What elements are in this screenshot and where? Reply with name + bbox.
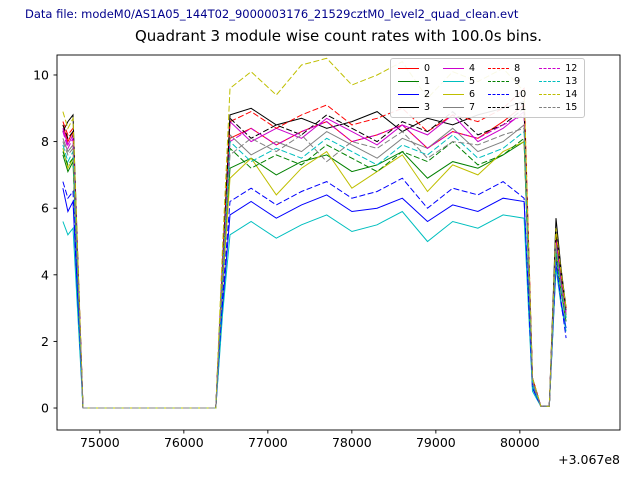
legend-label: 12 (565, 63, 578, 74)
legend-label: 2 (424, 89, 431, 100)
legend-label: 11 (514, 102, 527, 113)
y-tick-label: 10 (33, 67, 49, 82)
legend-item-0: 0 (398, 62, 430, 75)
series-line-4 (62, 110, 567, 409)
series-line-13 (62, 130, 567, 409)
chart-title: Quadrant 3 module wise count rates with … (134, 27, 543, 45)
legend: 0 1 2 3 4 5 6 7 8 9 10 11 12 13 14 15 (390, 58, 586, 118)
legend-item-9: 9 (488, 75, 526, 88)
x-tick-label: 80000 (500, 435, 540, 450)
y-tick-label: 8 (41, 134, 49, 149)
legend-item-8: 8 (488, 62, 526, 75)
x-offset-label: +3.067e8 (558, 452, 620, 467)
legend-line-sample (443, 94, 465, 95)
series-line-15 (62, 127, 567, 409)
y-tick-label: 2 (41, 334, 49, 349)
legend-line-sample (443, 107, 465, 108)
legend-item-3: 3 (398, 101, 430, 114)
legend-label: 1 (424, 76, 431, 87)
series-line-1 (62, 140, 567, 409)
legend-label: 8 (514, 63, 521, 74)
legend-line-sample (539, 94, 561, 95)
legend-line-sample (443, 81, 465, 82)
legend-item-12: 12 (539, 62, 577, 75)
legend-line-sample (398, 94, 419, 95)
legend-label: 10 (514, 89, 527, 100)
series-line-7 (62, 123, 567, 409)
axes-spines (56, 54, 621, 431)
series-line-6 (62, 140, 567, 409)
legend-line-sample (539, 81, 561, 82)
legend-item-4: 4 (443, 62, 475, 75)
series-line-0 (62, 103, 567, 409)
legend-line-sample (443, 68, 465, 69)
x-tick-label: 78000 (332, 435, 372, 450)
x-tick-label: 75000 (80, 435, 120, 450)
y-tick-label: 4 (41, 267, 49, 282)
legend-label: 14 (565, 89, 578, 100)
legend-label: 4 (469, 63, 476, 74)
legend-label: 0 (424, 63, 431, 74)
legend-label: 6 (469, 89, 476, 100)
legend-line-sample (398, 107, 419, 108)
legend-label: 3 (424, 102, 431, 113)
legend-item-14: 14 (539, 88, 577, 101)
series-line-8 (62, 87, 567, 409)
y-tick-label: 0 (41, 401, 49, 416)
series-line-5 (62, 210, 567, 409)
legend-item-15: 15 (539, 101, 577, 114)
legend-item-11: 11 (488, 101, 526, 114)
legend-item-5: 5 (443, 75, 475, 88)
x-tick-label: 76000 (164, 435, 204, 450)
legend-label: 5 (469, 76, 476, 87)
legend-line-sample (539, 68, 561, 69)
legend-line-sample (398, 81, 419, 82)
legend-item-7: 7 (443, 101, 475, 114)
series-line-9 (62, 137, 567, 409)
x-tick-label: 77000 (248, 435, 288, 450)
legend-line-sample (398, 68, 419, 69)
legend-line-sample (488, 107, 510, 108)
legend-line-sample (488, 94, 510, 95)
legend-item-6: 6 (443, 88, 475, 101)
data-file-label: Data file: modeM0/AS1A05_144T02_90000031… (25, 7, 519, 21)
legend-label: 7 (469, 102, 476, 113)
legend-item-10: 10 (488, 88, 526, 101)
legend-item-13: 13 (539, 75, 577, 88)
y-tick-label: 6 (41, 201, 49, 216)
legend-line-sample (539, 107, 561, 108)
x-tick-label: 79000 (416, 435, 456, 450)
legend-line-sample (488, 81, 510, 82)
legend-item-2: 2 (398, 88, 430, 101)
series-line-12 (62, 114, 567, 409)
legend-label: 13 (565, 76, 578, 87)
legend-item-1: 1 (398, 75, 430, 88)
legend-line-sample (488, 68, 510, 69)
series-line-10 (62, 177, 567, 409)
legend-label: 15 (565, 102, 578, 113)
legend-label: 9 (514, 76, 521, 87)
